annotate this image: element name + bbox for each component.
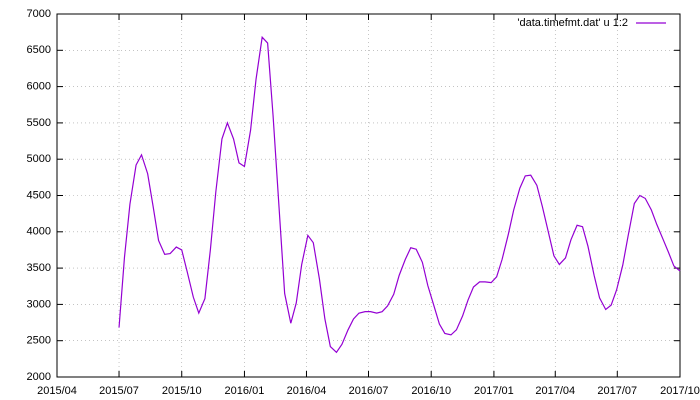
series-line — [118, 35, 681, 354]
x-tick-label: 2017/07 — [597, 385, 637, 397]
x-tick-label: 2017/01 — [474, 385, 514, 397]
y-tick-label: 5000 — [27, 153, 51, 165]
x-tick-label: 2016/04 — [287, 385, 327, 397]
y-tick-label: 5500 — [27, 117, 51, 129]
y-tick-label: 2500 — [27, 335, 51, 347]
y-tick-label: 2000 — [27, 371, 51, 383]
legend-label: 'data.timefmt.dat' u 1:2 — [517, 17, 628, 29]
x-tick-label: 2016/10 — [411, 385, 451, 397]
y-tick-label: 4000 — [27, 226, 51, 238]
y-tick-label: 4500 — [27, 189, 51, 201]
y-tick-label: 6500 — [27, 44, 51, 56]
y-tick-label: 6000 — [27, 81, 51, 93]
x-tick-label: 2016/01 — [225, 385, 265, 397]
y-tick-label: 3000 — [27, 298, 51, 310]
x-tick-label: 2016/07 — [349, 385, 389, 397]
x-tick-label: 2015/04 — [37, 385, 77, 397]
x-tick-label: 2017/10 — [660, 385, 700, 397]
plot-border — [56, 13, 681, 378]
x-tick-label: 2015/10 — [162, 385, 202, 397]
x-tick-label: 2015/07 — [99, 385, 139, 397]
x-tick-label: 2017/04 — [535, 385, 575, 397]
y-tick-label: 7000 — [27, 8, 51, 20]
y-tick-label: 3500 — [27, 262, 51, 274]
